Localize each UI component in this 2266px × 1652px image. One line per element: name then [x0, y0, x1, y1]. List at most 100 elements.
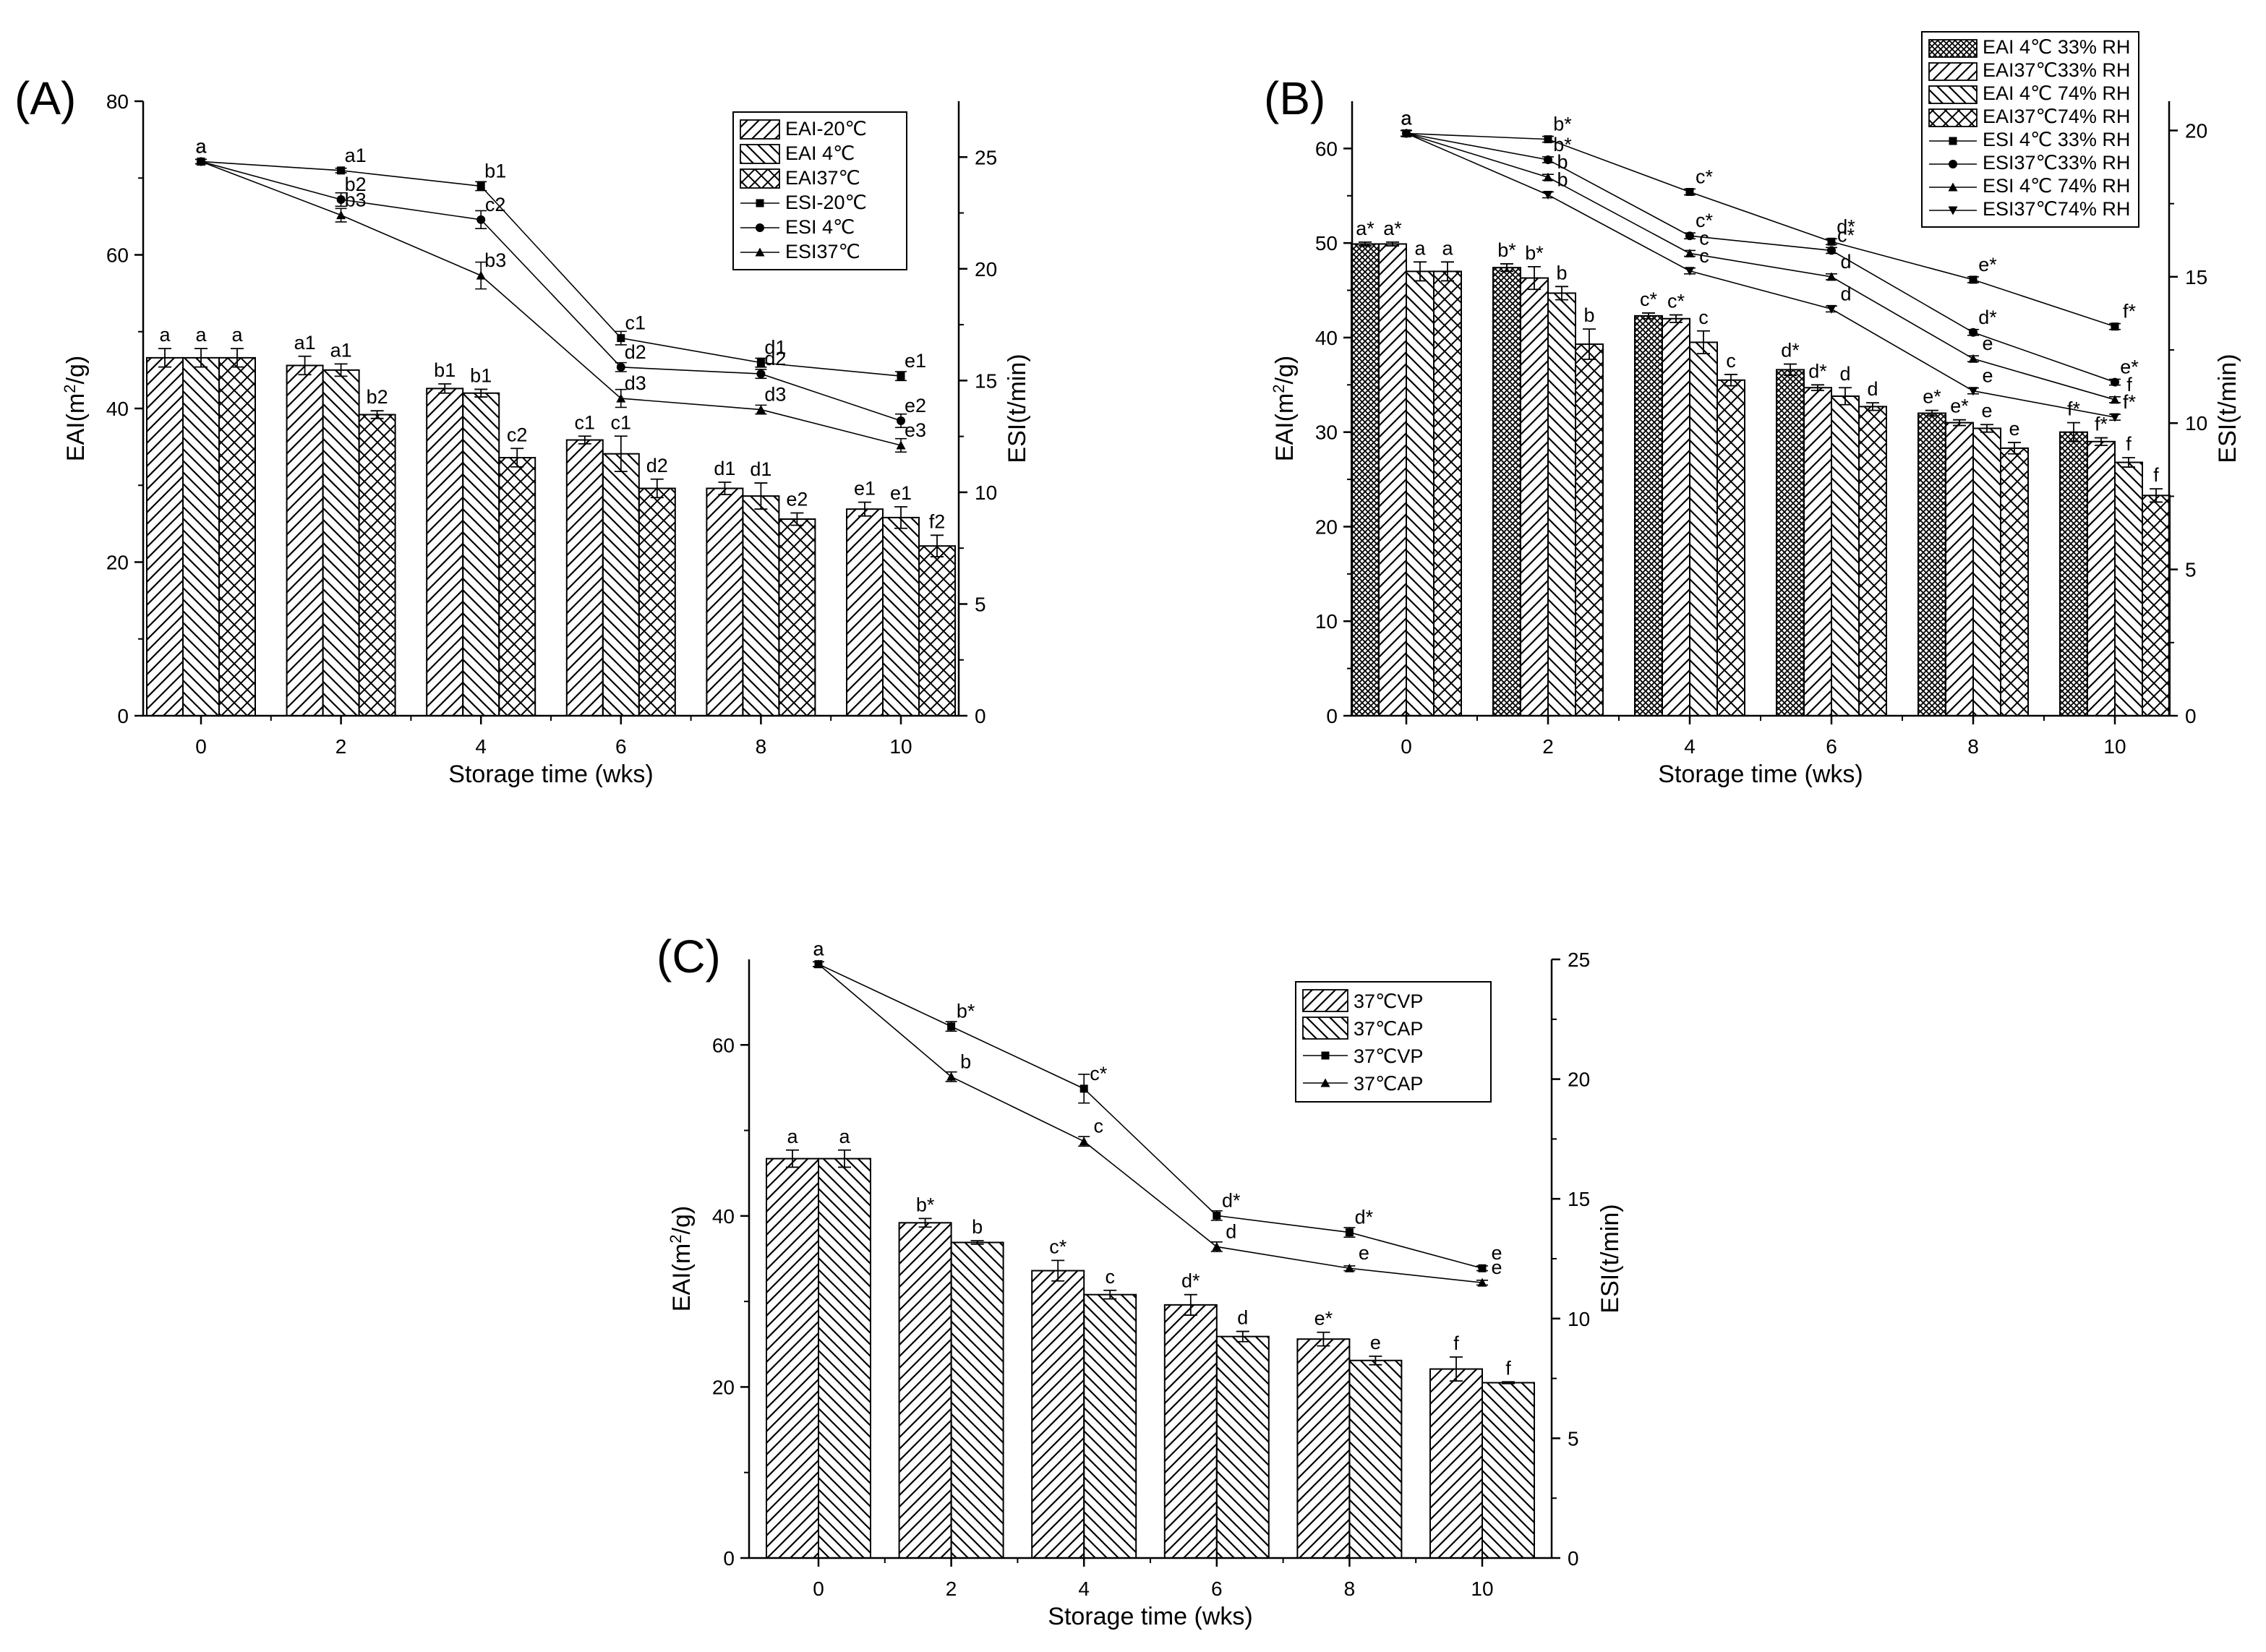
- y-tick-label: 40: [712, 1205, 735, 1228]
- bar-significance-label: c: [1105, 1266, 1115, 1288]
- legend-label: EAI 4℃ 74% RH: [1983, 82, 2130, 104]
- esi-point-marker: [1685, 267, 1695, 276]
- legend-marker: [756, 223, 764, 232]
- y2-tick-label: 15: [2185, 266, 2207, 288]
- bar: [1492, 267, 1521, 716]
- bar-significance-label: a: [839, 1126, 850, 1147]
- y-tick-label: 60: [1315, 137, 1338, 160]
- bar-significance-label: b: [1556, 262, 1567, 283]
- point-significance-label: a: [195, 135, 207, 157]
- esi-point-marker: [1477, 1277, 1487, 1287]
- x-axis-title: Storage time (wks): [1658, 761, 1863, 788]
- bar: [1215, 1335, 1270, 1559]
- bar: [426, 388, 464, 716]
- bar-significance-label: b2: [367, 386, 388, 408]
- point-significance-label: d*: [1978, 307, 1997, 328]
- point-significance-label: a: [1401, 108, 1412, 129]
- legend-marker: [756, 199, 764, 207]
- point-significance-label: d3: [625, 372, 646, 394]
- bar: [2000, 447, 2029, 717]
- legend-marker: [1949, 137, 1957, 145]
- esi-point-marker: [1827, 246, 1836, 255]
- bar-significance-label: c1: [575, 411, 596, 433]
- point-significance-label: c1: [625, 312, 646, 334]
- esi-series-line: [200, 161, 902, 421]
- esi-point-marker: [1544, 155, 1552, 164]
- esi-point-marker: [1401, 129, 1411, 139]
- bar: [565, 439, 604, 716]
- bar: [950, 1241, 1004, 1559]
- esi-point-marker: [1969, 328, 1978, 337]
- legend-swatch: [1302, 989, 1348, 1012]
- y2-tick-label: 0: [1568, 1547, 1579, 1570]
- legend-swatch: [1928, 85, 1978, 104]
- legend-label: 37℃VP: [1354, 990, 1423, 1012]
- bar-significance-label: c: [1726, 350, 1736, 372]
- legend-swatch: [1302, 1017, 1348, 1040]
- panel-label: (B): [1264, 72, 1325, 124]
- y-tick-label: 80: [106, 90, 129, 113]
- y-tick-label: 0: [723, 1547, 735, 1570]
- x-tick-label: 4: [1684, 735, 1696, 758]
- esi-point-marker: [336, 195, 346, 204]
- y-tick-label: 20: [712, 1376, 735, 1398]
- esi-point-marker: [1968, 387, 1978, 396]
- x-tick-label: 4: [475, 735, 487, 758]
- legend: 37℃VP 37℃AP 37℃VP 37℃AP: [1295, 981, 1492, 1103]
- bar-significance-label: c: [1698, 307, 1709, 328]
- bar-significance-label: e*: [1923, 386, 1941, 408]
- point-significance-label: b*: [1553, 134, 1572, 155]
- bar-significance-label: f2: [929, 510, 946, 532]
- bar-significance-label: b1: [434, 359, 456, 381]
- esi-point-marker: [196, 156, 206, 166]
- esi-point-marker: [897, 416, 905, 425]
- y2-tick-label: 0: [975, 705, 986, 727]
- point-significance-label: e3: [905, 419, 926, 441]
- legend-marker: [1320, 1078, 1330, 1087]
- y2-tick-label: 20: [975, 258, 997, 281]
- bar: [2059, 431, 2088, 716]
- esi-point-marker: [617, 334, 625, 343]
- x-tick-label: 2: [335, 735, 347, 758]
- bar-significance-label: f: [2126, 433, 2132, 455]
- x-tick-label: 0: [195, 735, 207, 758]
- bar-significance-label: e*: [1950, 395, 1969, 417]
- legend-marker: [1948, 206, 1958, 215]
- bar-significance-label: f*: [2067, 398, 2081, 420]
- bar: [1348, 1359, 1403, 1559]
- esi-point-marker: [616, 393, 626, 403]
- point-significance-label: e*: [2120, 356, 2139, 378]
- point-significance-label: d*: [1222, 1189, 1241, 1211]
- bar-significance-label: a*: [1383, 218, 1402, 239]
- x-tick-label: 10: [2103, 735, 2126, 758]
- bar: [182, 356, 220, 716]
- y-tick-label: 40: [106, 398, 129, 420]
- esi-point-marker: [1827, 237, 1836, 246]
- legend-label: EAI37℃33% RH: [1983, 59, 2130, 81]
- esi-point-marker: [1968, 354, 1978, 363]
- esi-point-marker: [336, 210, 346, 220]
- esi-point-marker: [2111, 322, 2119, 331]
- point-significance-label: e2: [905, 395, 926, 416]
- y2-tick-label: 10: [2185, 412, 2207, 435]
- esi-point-marker: [756, 359, 765, 367]
- esi-series-line: [818, 964, 1483, 1283]
- point-significance-label: e*: [1978, 254, 1997, 275]
- point-significance-label: f*: [2123, 391, 2137, 413]
- point-significance-label: d: [1226, 1220, 1236, 1242]
- bar: [846, 508, 884, 716]
- x-tick-label: 4: [1078, 1578, 1090, 1600]
- y-tick-label: 20: [1315, 515, 1338, 538]
- point-significance-label: a: [1401, 108, 1412, 129]
- y2-axis-title: ESI(t/min): [1004, 354, 1031, 463]
- legend-label: ESI37℃74% RH: [1983, 198, 2130, 220]
- bar: [1972, 427, 2001, 716]
- bar-significance-label: a: [159, 324, 171, 346]
- bar: [1803, 387, 1832, 716]
- y-tick-label: 50: [1315, 232, 1338, 254]
- chart-panel-a: (A) 0 20 40 60 80 0 5 10 15 20 25 0 2 4 6 8 10 Storage tim…: [14, 72, 1031, 788]
- bar: [1482, 1382, 1535, 1559]
- legend-swatch: [740, 119, 780, 140]
- bar: [742, 495, 780, 716]
